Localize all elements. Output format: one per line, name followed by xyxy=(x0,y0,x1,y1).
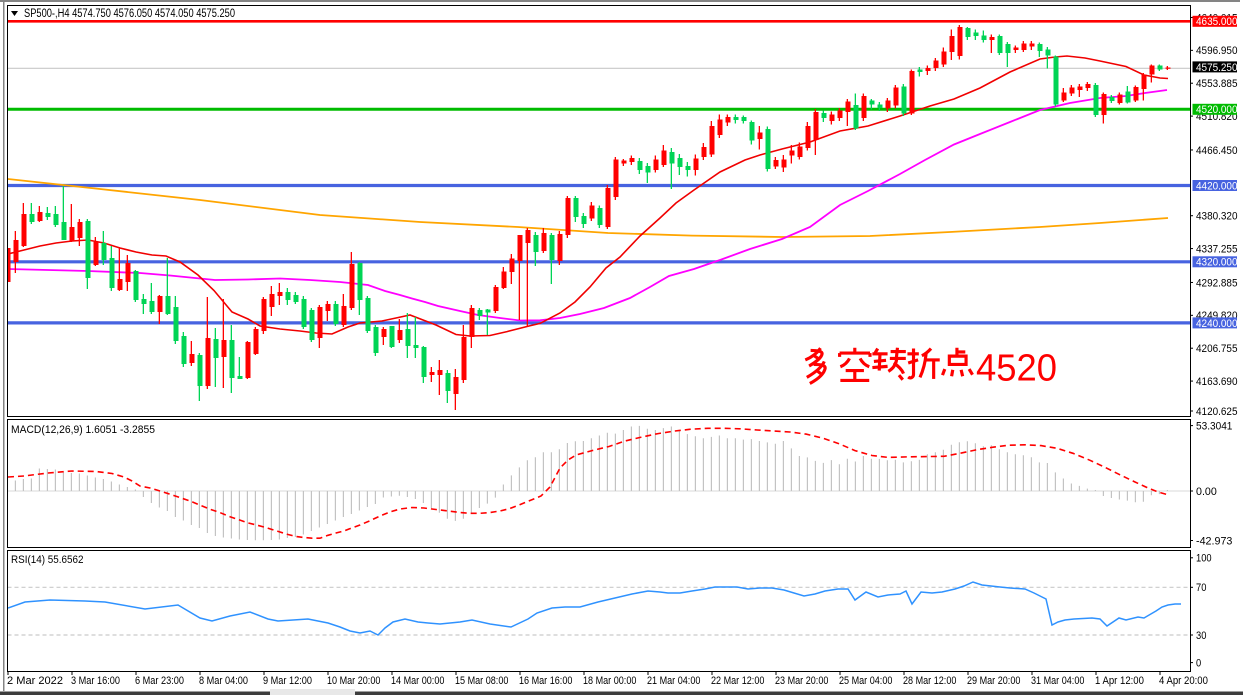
svg-text:10 Mar 20:00: 10 Mar 20:00 xyxy=(327,675,380,687)
svg-text:31 Mar 04:00: 31 Mar 04:00 xyxy=(1031,675,1084,687)
svg-text:4163.690: 4163.690 xyxy=(1196,376,1238,388)
svg-text:18 Mar 00:00: 18 Mar 00:00 xyxy=(583,675,636,687)
svg-text:-42.973: -42.973 xyxy=(1196,535,1232,547)
svg-text:4380.320: 4380.320 xyxy=(1196,211,1238,223)
svg-text:14 Mar 00:00: 14 Mar 00:00 xyxy=(391,675,444,687)
svg-text:4120.625: 4120.625 xyxy=(1196,406,1238,418)
svg-text:1 Apr 12:00: 1 Apr 12:00 xyxy=(1095,675,1144,687)
svg-text:4466.450: 4466.450 xyxy=(1196,145,1238,157)
svg-text:28 Mar 12:00: 28 Mar 12:00 xyxy=(903,675,956,687)
svg-text:4337.255: 4337.255 xyxy=(1196,243,1238,255)
svg-text:29 Mar 20:00: 29 Mar 20:00 xyxy=(967,675,1020,687)
svg-text:4520: 4520 xyxy=(976,348,1057,390)
svg-text:25 Mar 04:00: 25 Mar 04:00 xyxy=(839,675,892,687)
svg-text:9 Mar 12:00: 9 Mar 12:00 xyxy=(263,675,312,687)
svg-text:70: 70 xyxy=(1196,582,1206,594)
svg-text:4420.000: 4420.000 xyxy=(1196,180,1238,192)
svg-text:4635.000: 4635.000 xyxy=(1196,16,1238,28)
svg-text:4596.950: 4596.950 xyxy=(1196,45,1238,57)
svg-text:23 Mar 20:00: 23 Mar 20:00 xyxy=(775,675,828,687)
svg-text:4 Apr 20:00: 4 Apr 20:00 xyxy=(1159,675,1208,687)
svg-text:0.00: 0.00 xyxy=(1196,486,1217,498)
svg-text:4206.755: 4206.755 xyxy=(1196,343,1238,355)
svg-text:0: 0 xyxy=(1196,658,1201,670)
svg-text:4240.000: 4240.000 xyxy=(1196,318,1238,330)
svg-text:21 Mar 04:00: 21 Mar 04:00 xyxy=(647,675,700,687)
svg-text:16 Mar 16:00: 16 Mar 16:00 xyxy=(519,675,572,687)
svg-text:6 Mar 23:00: 6 Mar 23:00 xyxy=(135,675,184,687)
svg-text:30: 30 xyxy=(1196,630,1206,642)
svg-text:4575.250: 4575.250 xyxy=(1196,62,1238,74)
svg-text:SP500-,H4 4574.750 4576.050 4: SP500-,H4 4574.750 4576.050 4574.050 457… xyxy=(24,8,235,20)
svg-text:100: 100 xyxy=(1196,553,1212,565)
svg-text:53.3041: 53.3041 xyxy=(1196,421,1232,433)
svg-text:4520.000: 4520.000 xyxy=(1196,104,1238,116)
svg-text:4320.000: 4320.000 xyxy=(1196,257,1238,269)
svg-text:8 Mar 04:00: 8 Mar 04:00 xyxy=(199,675,248,687)
svg-text:3 Mar 16:00: 3 Mar 16:00 xyxy=(71,675,120,687)
svg-text:22 Mar 12:00: 22 Mar 12:00 xyxy=(711,675,764,687)
svg-text:4292.885: 4292.885 xyxy=(1196,277,1238,289)
svg-text:RSI(14) 55.6562: RSI(14) 55.6562 xyxy=(11,554,84,566)
svg-text:2 Mar 2022: 2 Mar 2022 xyxy=(7,675,63,687)
svg-text:15 Mar 08:00: 15 Mar 08:00 xyxy=(455,675,508,687)
svg-text:4553.885: 4553.885 xyxy=(1196,78,1238,90)
svg-text:MACD(12,26,9) 1.6051 -3.2855: MACD(12,26,9) 1.6051 -3.2855 xyxy=(11,424,155,436)
